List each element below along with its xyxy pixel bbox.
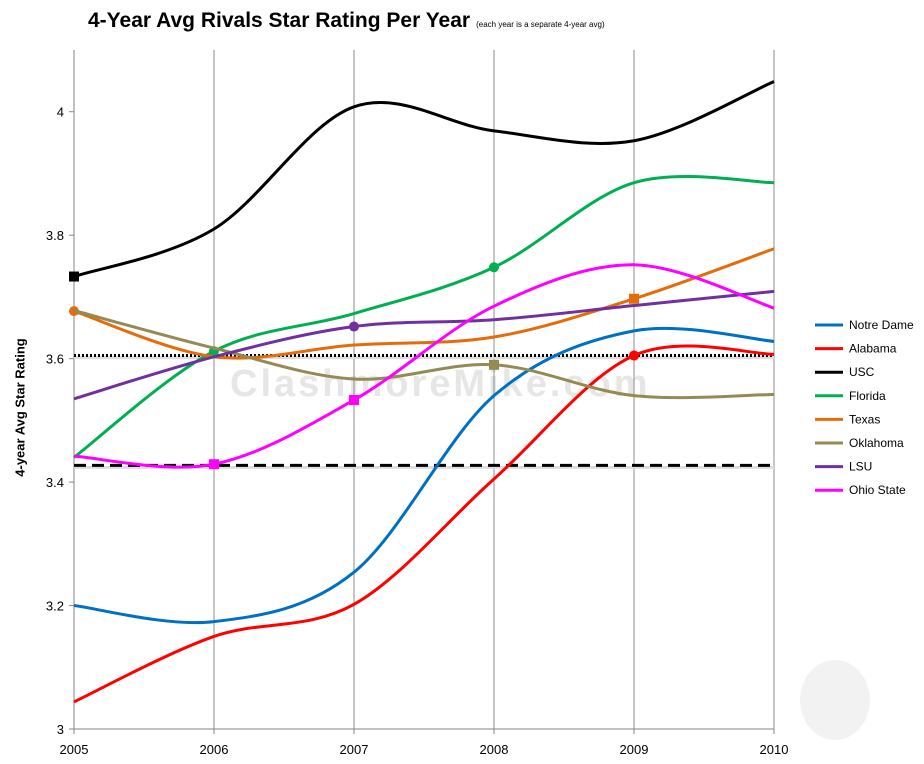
data-point-ohio-state bbox=[209, 459, 219, 470]
x-tick-label: 2006 bbox=[200, 742, 229, 757]
legend-label-ohio-state: Ohio State bbox=[849, 483, 906, 497]
data-point-texas bbox=[629, 293, 639, 304]
series-line-florida bbox=[73, 174, 775, 459]
data-point-alabama bbox=[629, 350, 639, 361]
series-line-oklahoma bbox=[73, 309, 775, 400]
legend-label-usc: USC bbox=[849, 365, 875, 379]
data-point-ohio-state bbox=[349, 394, 359, 405]
legend-label-notre-dame: Notre Dame bbox=[849, 318, 914, 332]
y-tick-label: 3.4 bbox=[46, 475, 64, 490]
legend-label-texas: Texas bbox=[849, 412, 880, 426]
legend-label-lsu: LSU bbox=[849, 460, 872, 474]
series-line-alabama bbox=[73, 344, 775, 704]
y-tick-label: 3.2 bbox=[46, 599, 64, 614]
dog-logo-icon bbox=[800, 660, 870, 740]
chart-subtitle: (each year is a separate 4-year avg) bbox=[476, 20, 605, 29]
chart-title: 4-Year Avg Rivals Star Rating Per Year (e… bbox=[88, 9, 605, 33]
x-tick-label: 2008 bbox=[480, 742, 509, 757]
series-line-lsu bbox=[73, 289, 775, 401]
series-line-texas bbox=[73, 247, 775, 360]
x-tick-label: 2007 bbox=[340, 742, 369, 757]
y-tick-label: 3.8 bbox=[46, 228, 64, 243]
x-tick-label: 2010 bbox=[760, 742, 789, 757]
y-tick-label: 4 bbox=[57, 105, 64, 120]
legend-label-florida: Florida bbox=[849, 389, 886, 403]
y-tick-label: 3 bbox=[57, 722, 64, 737]
y-tick-label: 3.6 bbox=[46, 352, 64, 367]
data-point-oklahoma bbox=[489, 359, 499, 370]
series-line-usc bbox=[73, 80, 775, 278]
series-line-ohio-state bbox=[73, 263, 775, 469]
series-line-notre-dame bbox=[73, 326, 775, 625]
data-point-lsu bbox=[349, 321, 359, 332]
legend-label-oklahoma: Oklahoma bbox=[849, 436, 904, 450]
data-point-usc bbox=[69, 271, 79, 282]
x-tick-label: 2009 bbox=[620, 742, 649, 757]
legend-label-alabama: Alabama bbox=[849, 342, 897, 356]
x-tick-label: 2005 bbox=[60, 742, 89, 757]
title-text: 4-Year Avg Rivals Star Rating Per Year bbox=[88, 9, 471, 32]
data-point-florida bbox=[489, 262, 499, 273]
